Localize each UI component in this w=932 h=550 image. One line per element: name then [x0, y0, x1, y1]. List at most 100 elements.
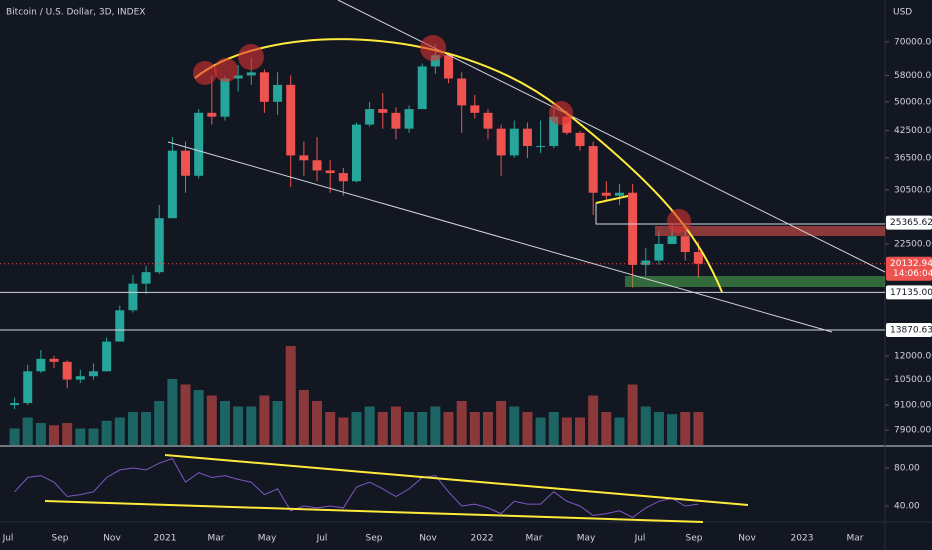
- volume-bar: [653, 412, 664, 445]
- volume-bar: [522, 412, 533, 445]
- rsi-trendline: [164, 454, 749, 506]
- y-tick-label: 58000.00: [894, 71, 932, 81]
- volume-bar: [233, 406, 244, 445]
- volume-bar: [469, 412, 480, 445]
- y-tick-label: 7900.00: [894, 426, 931, 436]
- candle-body: [483, 112, 493, 129]
- candle-body: [404, 109, 414, 129]
- current-price-badge: [886, 256, 932, 281]
- time-label: Nov: [419, 534, 437, 544]
- candle-body: [693, 252, 703, 264]
- candle-body: [575, 132, 585, 147]
- highlight-circle: [193, 61, 217, 85]
- candle-body: [325, 170, 335, 174]
- candle-body: [496, 128, 506, 156]
- y-tick-label: 42500.00: [894, 126, 932, 136]
- level-label: 17135.00: [890, 288, 932, 298]
- time-label: 2021: [154, 534, 177, 544]
- candle-body: [614, 192, 624, 196]
- volume-bar: [272, 401, 283, 445]
- volume-bar: [154, 401, 165, 445]
- volume-bar: [246, 406, 257, 445]
- candle-body: [417, 66, 427, 110]
- countdown: 14:06:04: [893, 269, 932, 279]
- candle-body: [273, 84, 283, 102]
- highlight-circle: [667, 209, 691, 233]
- volume-bar: [88, 428, 99, 445]
- rsi-tick-label: 80.00: [894, 463, 920, 473]
- volume-bar: [180, 384, 191, 445]
- y-tick-label: 30500.00: [894, 185, 932, 195]
- y-tick-label: 70000.00: [894, 37, 932, 47]
- level-line: [595, 203, 885, 225]
- yellow-arc: [194, 38, 723, 293]
- volume-bar: [535, 417, 546, 445]
- rsi-trendline: [44, 500, 704, 523]
- candle-body: [312, 160, 322, 171]
- volume-bar: [482, 412, 493, 445]
- volume-bar: [575, 417, 586, 445]
- volume-bar: [351, 412, 362, 445]
- time-label: Jul: [316, 534, 328, 544]
- candle-body: [457, 78, 467, 106]
- time-label: Sep: [366, 534, 383, 544]
- level-badge: [886, 323, 932, 338]
- resistance-zone: [655, 226, 885, 236]
- volume-bar: [364, 406, 375, 445]
- candle-body: [299, 155, 309, 161]
- volume-bar: [601, 412, 612, 445]
- volume-bar: [509, 406, 520, 445]
- volume-bar: [325, 412, 336, 445]
- candle-body: [128, 283, 138, 311]
- highlight-circle: [214, 58, 238, 82]
- volume-bar: [680, 412, 691, 445]
- candle-body: [286, 84, 296, 156]
- candle-body: [601, 192, 611, 196]
- volume-bar: [430, 406, 441, 445]
- highlight-circle: [420, 35, 446, 61]
- y-tick-label: 50000.00: [894, 97, 932, 107]
- time-label: Sep: [52, 534, 69, 544]
- candle-body: [246, 72, 256, 76]
- candle-body: [470, 105, 480, 113]
- candle-body: [509, 128, 519, 156]
- level-badge: [886, 215, 932, 230]
- volume-bar: [417, 412, 428, 445]
- time-label: May: [258, 534, 277, 544]
- candle-body: [444, 55, 454, 79]
- candle-body: [220, 78, 230, 117]
- volume-bar: [141, 412, 152, 445]
- volume-bar: [614, 417, 625, 445]
- rsi-tick-label: 40.00: [894, 502, 920, 512]
- level-badge: [886, 285, 932, 300]
- time-label: Mar: [526, 534, 543, 544]
- candle-body: [115, 310, 125, 342]
- volume-bar: [561, 417, 572, 445]
- volume-bar: [588, 395, 599, 445]
- candle-body: [378, 109, 388, 113]
- symbol-title: Bitcoin / U.S. Dollar, 3D, INDEX: [6, 8, 145, 18]
- volume-bar: [127, 412, 138, 445]
- candle-body: [536, 146, 546, 148]
- time-label: Mar: [208, 534, 225, 544]
- volume-bar: [548, 412, 559, 445]
- volume-bar: [298, 390, 309, 445]
- time-label: Nov: [738, 534, 756, 544]
- candle-body: [522, 128, 532, 147]
- volume-bar: [667, 414, 678, 445]
- y-tick-label: 12000.00: [894, 351, 932, 361]
- candle-body: [562, 116, 572, 133]
- volume-bar: [49, 425, 60, 445]
- time-label: Nov: [103, 534, 121, 544]
- candle-body: [102, 341, 112, 372]
- y-tick-label: 10500.00: [894, 375, 932, 385]
- volume-bar: [75, 428, 86, 445]
- volume-bar: [206, 395, 217, 445]
- candle-body: [181, 150, 191, 176]
- volume-bar: [390, 406, 401, 445]
- volume-bar: [22, 417, 33, 445]
- volume-bar: [193, 390, 204, 445]
- time-label: May: [577, 534, 596, 544]
- volume-bar: [219, 401, 230, 445]
